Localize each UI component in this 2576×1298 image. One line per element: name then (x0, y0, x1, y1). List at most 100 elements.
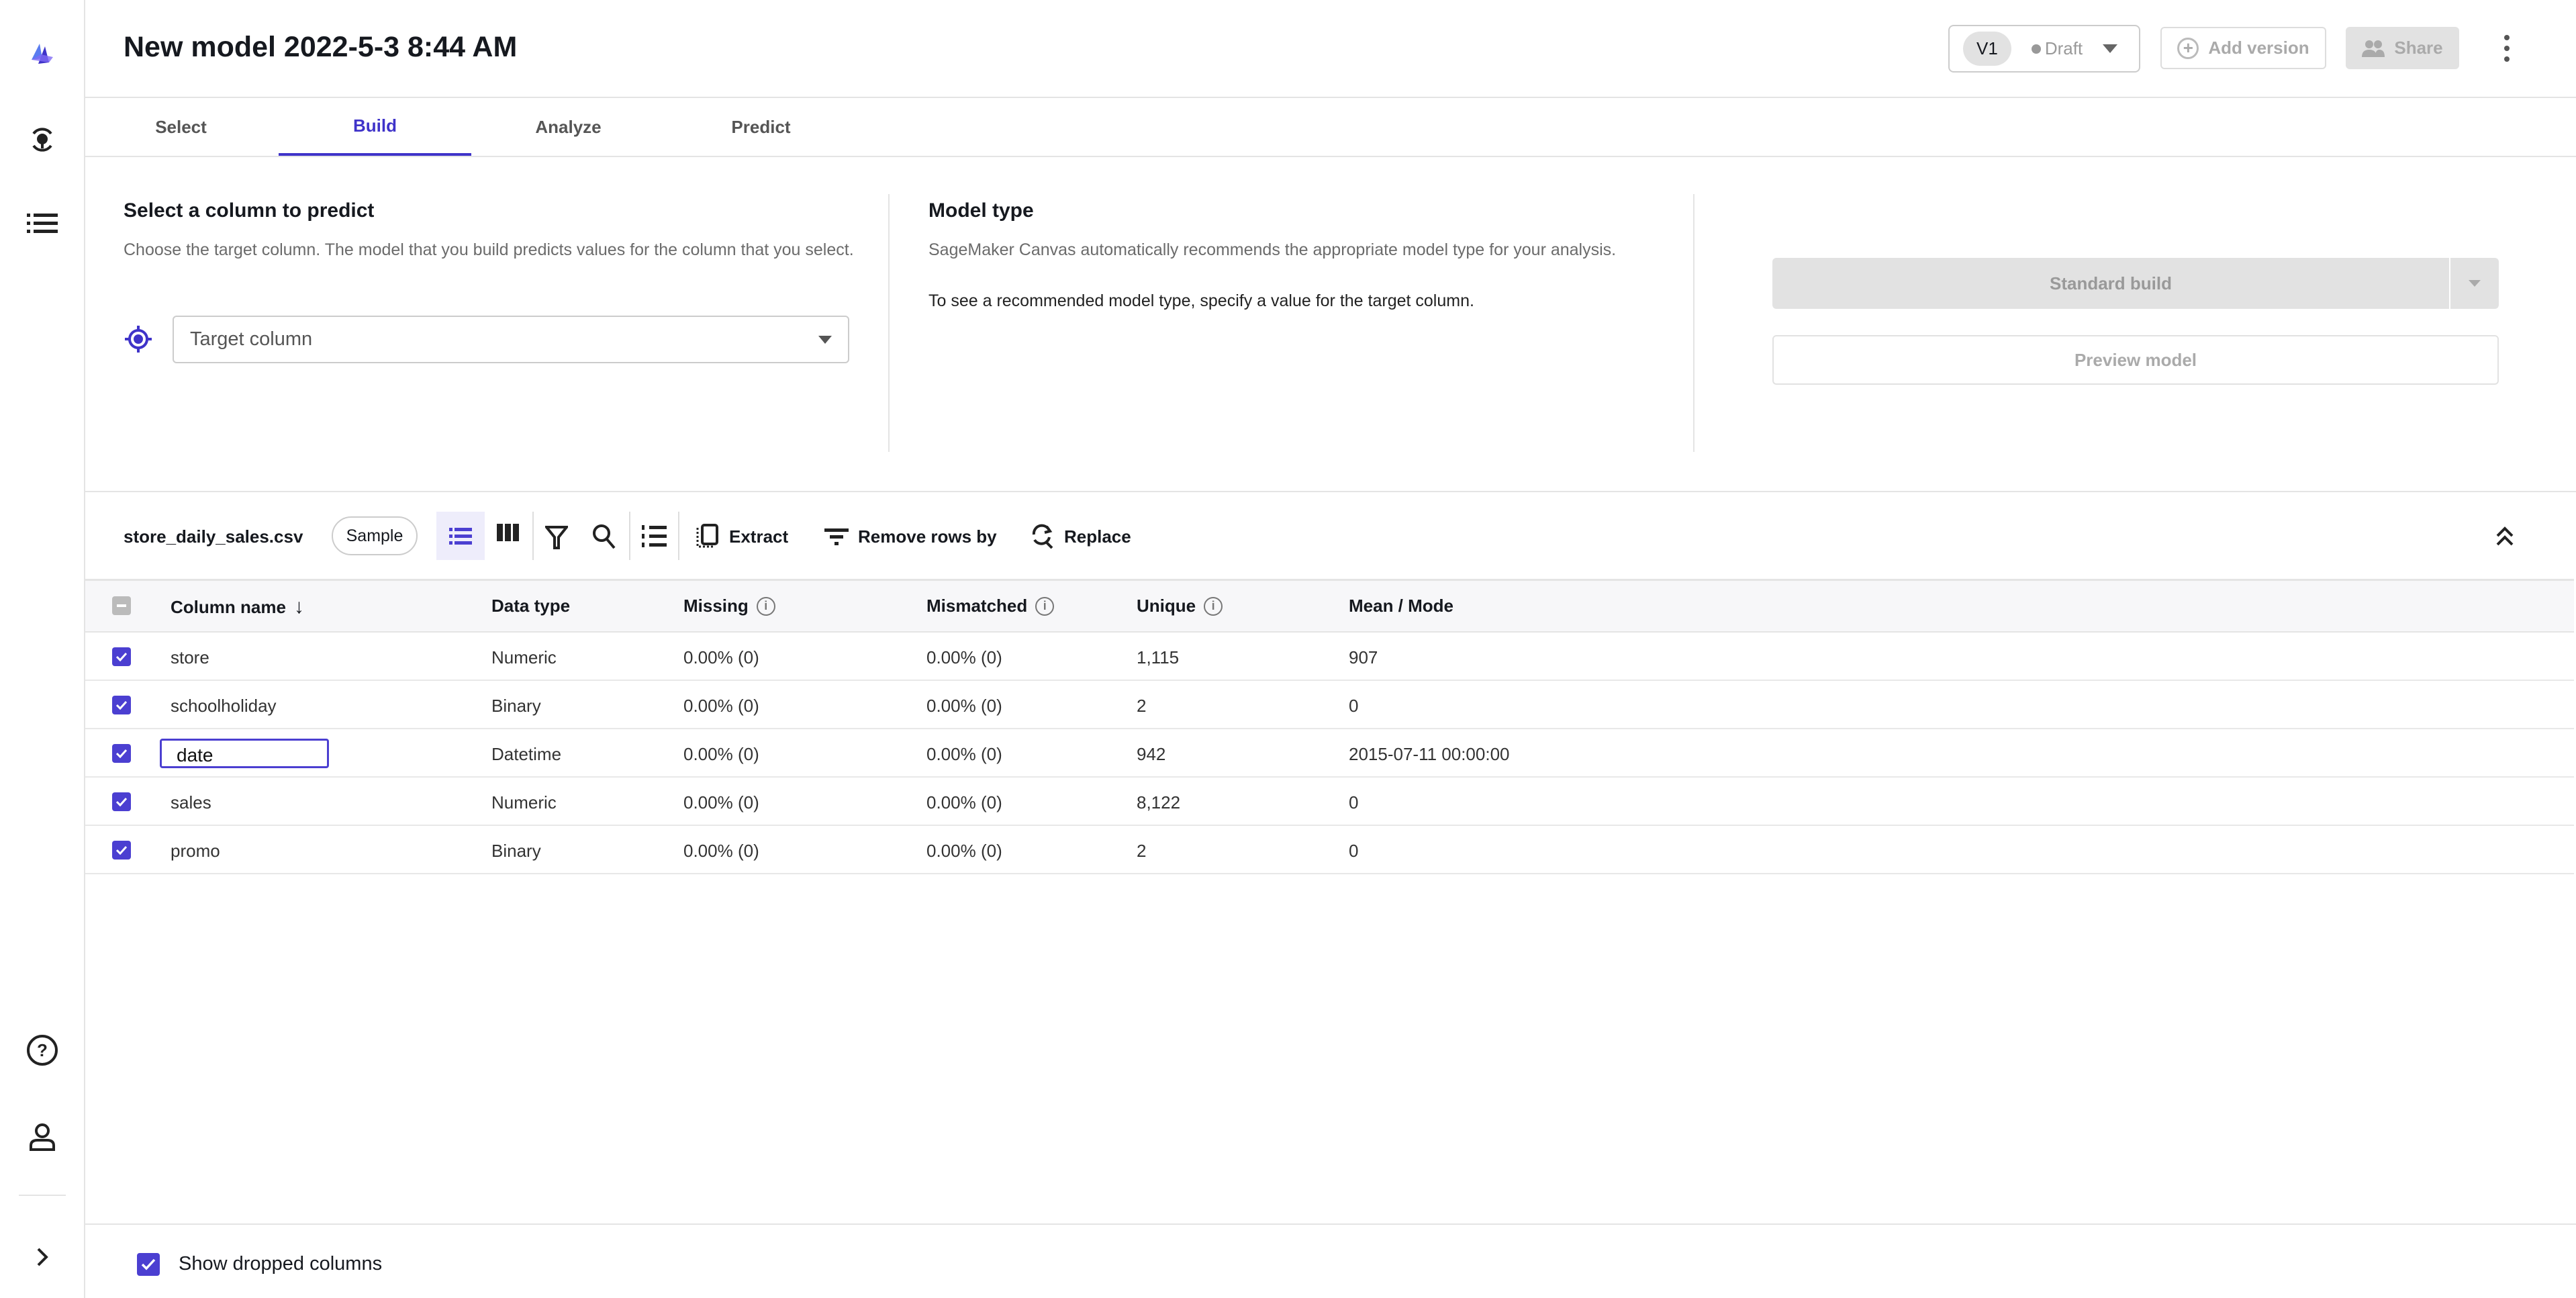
user-icon[interactable] (22, 1117, 62, 1157)
header-label: Data type (491, 596, 571, 616)
expand-chevron-icon[interactable] (22, 1237, 62, 1277)
header-label: Unique (1137, 596, 1196, 616)
extract-icon (696, 524, 718, 548)
table-row[interactable] (85, 681, 2574, 729)
cell-column-name[interactable]: schoolholiday (171, 696, 277, 716)
header-mismatched[interactable]: Mismatched i (926, 596, 1055, 616)
grid-view-button[interactable] (497, 524, 520, 547)
build-options-dropdown[interactable] (2450, 258, 2499, 309)
version-dropdown[interactable]: V1 Draft (1948, 25, 2140, 73)
status-dot-icon (2031, 44, 2041, 54)
people-icon (2362, 40, 2385, 57)
filter-button[interactable] (543, 525, 570, 553)
footer-divider (85, 1223, 2576, 1225)
header-missing[interactable]: Missing i (683, 596, 775, 616)
cell-data-type: Numeric (491, 792, 557, 813)
plus-circle-icon: + (2177, 37, 2199, 59)
sample-button[interactable]: Sample (332, 516, 418, 555)
search-icon (593, 524, 616, 549)
cell-column-name[interactable]: date (160, 739, 329, 768)
cell-column-name[interactable]: sales (171, 792, 211, 813)
info-icon[interactable]: i (756, 596, 775, 616)
sort-list-button[interactable] (641, 524, 667, 551)
add-version-label: Add version (2208, 38, 2309, 58)
cell-missing: 0.00% (0) (683, 696, 759, 716)
cell-missing: 0.00% (0) (683, 792, 759, 813)
header-label: Mismatched (926, 596, 1028, 616)
status-label: Draft (2044, 38, 2083, 58)
search-button[interactable] (592, 524, 616, 553)
header-data-type[interactable]: Data type (491, 596, 570, 616)
header-column-name[interactable]: Column name ↓ (171, 596, 304, 618)
table-row[interactable] (85, 633, 2574, 681)
show-dropped-checkbox[interactable] (137, 1253, 160, 1276)
cell-unique: 942 (1137, 744, 1166, 764)
preview-model-button[interactable]: Preview model (1772, 335, 2499, 385)
cell-data-type: Binary (491, 696, 541, 716)
add-version-button[interactable]: + Add version (2160, 27, 2326, 69)
cell-missing: 0.00% (0) (683, 744, 759, 764)
tab-select[interactable]: Select (155, 116, 207, 137)
row-checkbox[interactable] (112, 792, 131, 811)
tab-build[interactable]: Build (279, 98, 471, 156)
cell-mean-mode: 0 (1349, 696, 1359, 716)
select-all-checkbox[interactable] (112, 596, 131, 615)
extract-label: Extract (729, 526, 789, 547)
more-options-icon[interactable] (2501, 35, 2512, 62)
target-column-select[interactable]: Target column (173, 316, 849, 363)
tab-predict[interactable]: Predict (731, 116, 791, 137)
list-view-button[interactable] (436, 512, 485, 560)
tab-analyze[interactable]: Analyze (535, 116, 602, 137)
toolbar-divider (678, 512, 679, 560)
model-type-heading: Model type (928, 199, 1034, 222)
row-checkbox[interactable] (112, 647, 131, 666)
rail-divider (19, 1195, 66, 1196)
header-mean-mode[interactable]: Mean / Mode (1349, 596, 1453, 616)
cell-mismatched: 0.00% (0) (926, 792, 1002, 813)
extract-button[interactable]: Extract (696, 517, 788, 556)
cell-mean-mode: 907 (1349, 647, 1378, 667)
filter-icon (543, 526, 570, 549)
svg-text:?: ? (37, 1040, 48, 1060)
cell-column-name[interactable]: promo (171, 841, 220, 861)
tab-divider (85, 156, 2576, 157)
cell-data-type: Datetime (491, 744, 562, 764)
cell-mismatched: 0.00% (0) (926, 696, 1002, 716)
cell-unique: 2 (1137, 841, 1147, 861)
table-row[interactable] (85, 778, 2574, 826)
help-icon[interactable]: ? (22, 1030, 62, 1070)
share-button[interactable]: Share (2346, 27, 2459, 69)
canvas-logo-icon[interactable] (22, 34, 62, 75)
cell-mean-mode: 0 (1349, 792, 1359, 813)
row-checkbox[interactable] (112, 696, 131, 714)
target-column-placeholder: Target column (190, 328, 313, 350)
models-icon[interactable] (22, 120, 62, 160)
standard-build-button[interactable]: Standard build (2050, 273, 2172, 293)
section-divider (85, 491, 2576, 492)
table-row[interactable] (85, 826, 2574, 874)
dataset-name: store_daily_sales.csv (124, 526, 303, 547)
sort-arrow-down-icon: ↓ (293, 596, 304, 618)
info-icon[interactable]: i (1035, 596, 1055, 616)
caret-down-icon (818, 335, 832, 344)
cell-missing: 0.00% (0) (683, 647, 759, 667)
cell-unique: 8,122 (1137, 792, 1181, 813)
header-label: Column name (171, 596, 286, 617)
datasets-list-icon[interactable] (22, 203, 62, 244)
collapse-panel-icon[interactable] (2495, 525, 2515, 551)
info-icon[interactable]: i (1204, 596, 1223, 616)
header-unique[interactable]: Unique i (1137, 596, 1223, 616)
cell-column-name[interactable]: store (171, 647, 209, 667)
section-divider (888, 194, 890, 452)
model-type-description: SageMaker Canvas automatically recommend… (928, 240, 1617, 259)
remove-rows-button[interactable]: Remove rows by (824, 517, 997, 556)
table-row[interactable] (85, 729, 2574, 778)
row-checkbox[interactable] (112, 841, 131, 860)
replace-button[interactable]: Replace (1031, 517, 1131, 556)
cell-data-type: Numeric (491, 647, 557, 667)
target-icon (125, 326, 152, 353)
show-dropped-label: Show dropped columns (179, 1253, 383, 1274)
row-checkbox[interactable] (112, 744, 131, 763)
cell-unique: 1,115 (1137, 647, 1180, 667)
model-type-hint: To see a recommended model type, specify… (928, 291, 1474, 310)
